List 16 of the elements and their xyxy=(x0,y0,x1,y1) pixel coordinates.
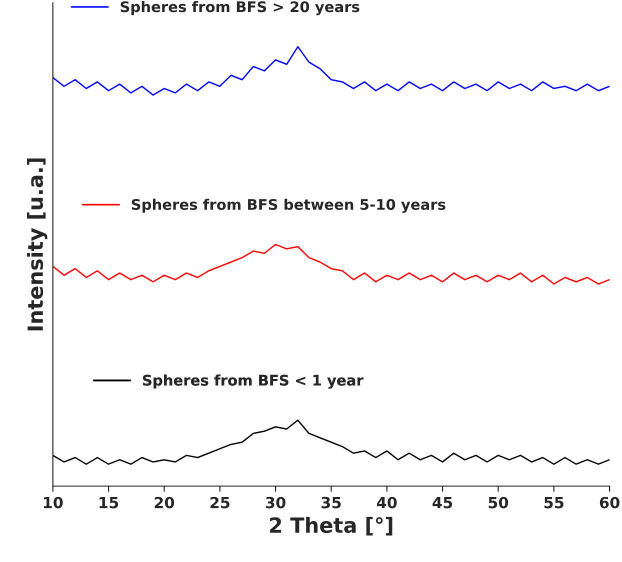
x-tick-label: 50 xyxy=(488,496,508,508)
x-tick-label: 20 xyxy=(154,496,174,508)
x-tick-label: 25 xyxy=(210,496,230,508)
legend-label: Spheres from BFS between 5-10 years xyxy=(132,198,446,213)
x-axis-title: 2 Theta [°] xyxy=(270,516,392,536)
x-tick-label: 15 xyxy=(100,497,118,508)
x-tick-label: 40 xyxy=(376,496,397,508)
x-tick-label: 10 xyxy=(44,496,63,508)
x-tick-label: 45 xyxy=(432,497,452,508)
x-tick-label: 35 xyxy=(322,496,341,508)
x-tick-label: 55 xyxy=(544,497,564,508)
x-tick-label: 30 xyxy=(266,496,286,508)
legend-label: Spheres from BFS < 1 year xyxy=(143,374,364,389)
y-axis-title: Intensity [u.a.] xyxy=(26,158,48,330)
x-tick-label: 60 xyxy=(600,496,620,508)
legend-label: Spheres from BFS > 20 years xyxy=(120,0,360,16)
